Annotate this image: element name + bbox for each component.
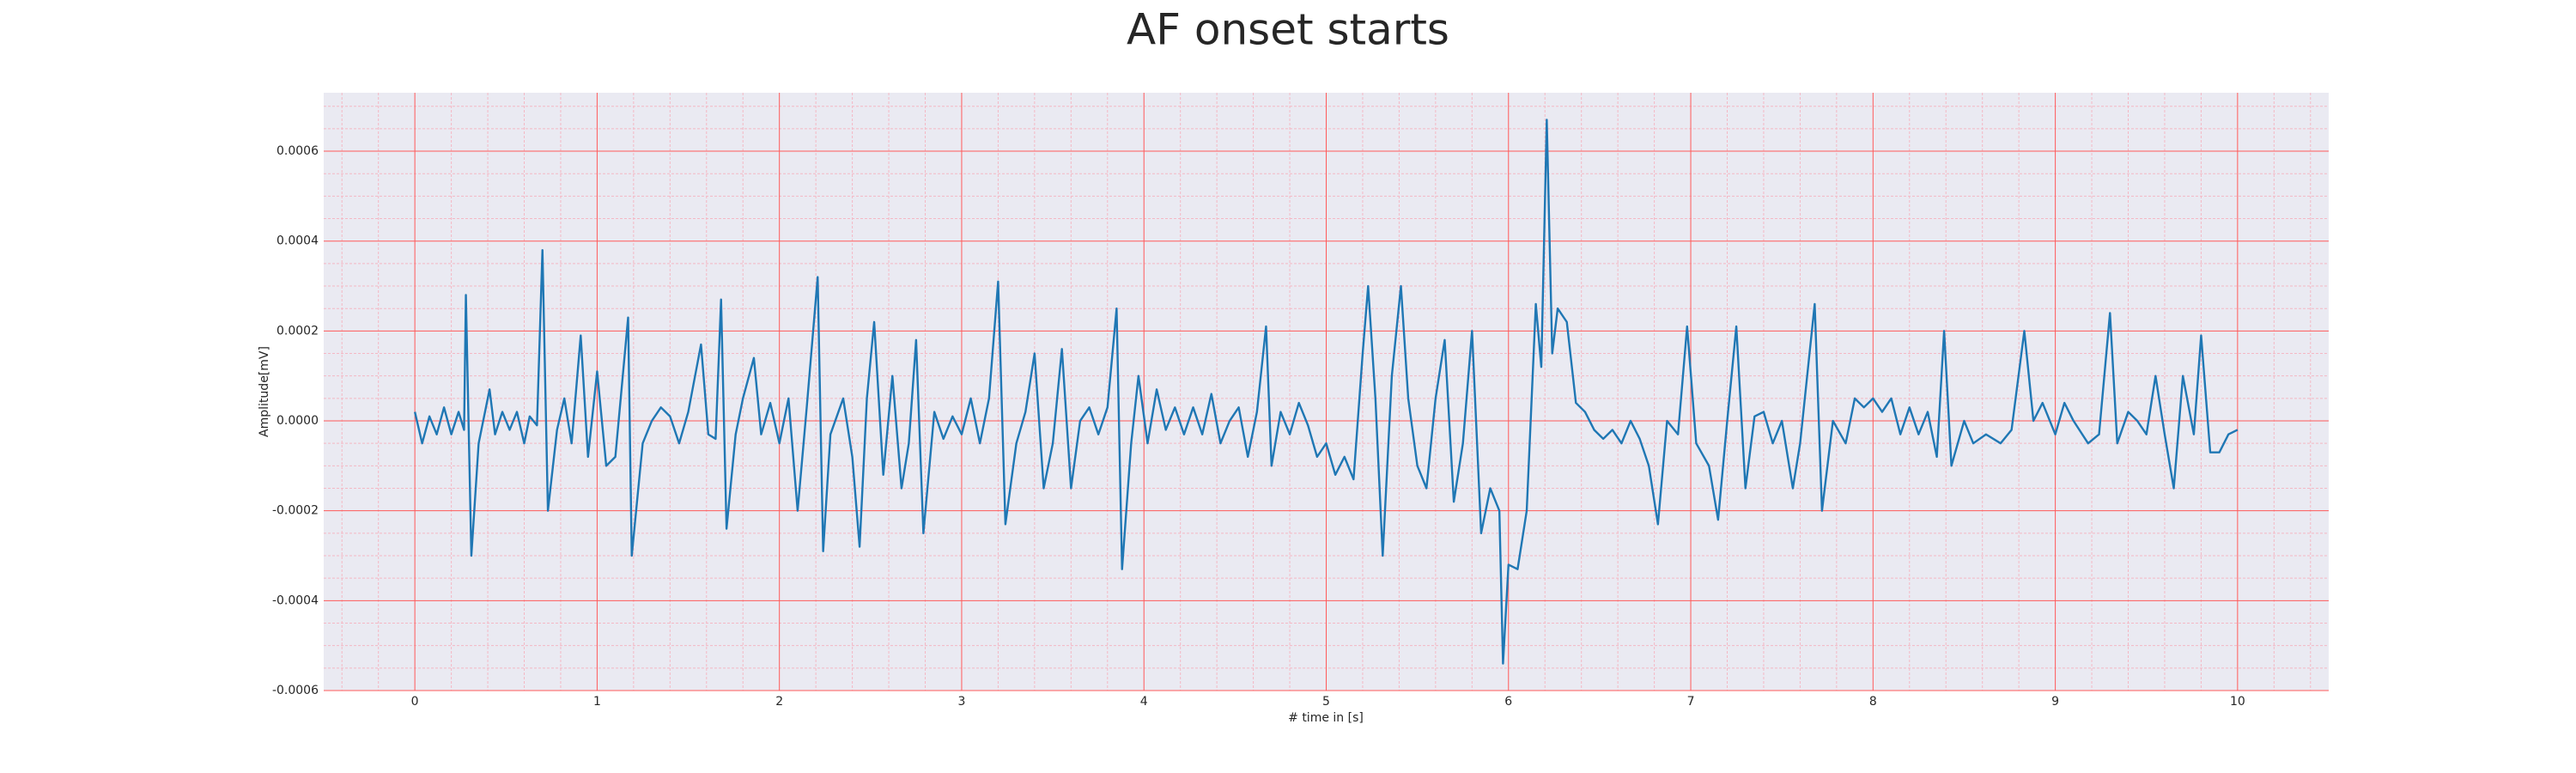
x-tick-label: 10 — [2230, 695, 2245, 709]
y-tick-label: 0.0000 — [276, 414, 319, 428]
x-tick-label: 4 — [1140, 695, 1148, 709]
y-tick-label: 0.0006 — [276, 144, 319, 158]
y-tick-label: -0.0002 — [272, 504, 319, 518]
x-tick-label: 2 — [775, 695, 783, 709]
y-axis-label: Amplitude[mV] — [258, 346, 271, 437]
y-tick-label: 0.0004 — [276, 234, 319, 248]
y-tick-label: 0.0002 — [276, 324, 319, 338]
y-tick-label: -0.0004 — [272, 593, 319, 607]
x-tick-label: 3 — [957, 695, 965, 709]
y-tick-label: -0.0006 — [272, 684, 319, 697]
x-tick-label: 7 — [1687, 695, 1695, 709]
x-tick-label: 8 — [1869, 695, 1877, 709]
signal-line — [413, 119, 2239, 665]
x-tick-label: 9 — [2051, 695, 2059, 709]
x-tick-label: 0 — [411, 695, 419, 709]
x-tick-label: 5 — [1322, 695, 1330, 709]
x-axis-label: # time in [s] — [1288, 711, 1364, 725]
x-tick-label: 6 — [1504, 695, 1512, 709]
x-tick-label: 1 — [593, 695, 601, 709]
chart-title: AF onset starts — [1127, 5, 1449, 55]
